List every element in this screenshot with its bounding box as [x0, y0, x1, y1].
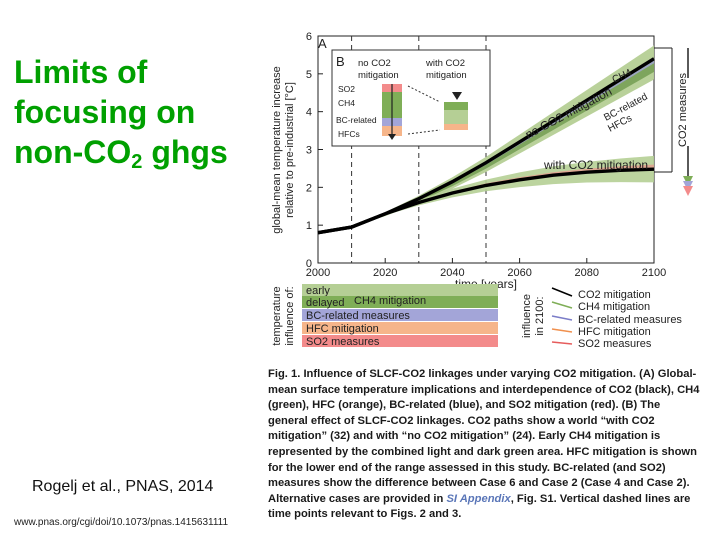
legend-right-so2: SO2 measures: [578, 338, 652, 350]
y-tick-label: 2: [306, 182, 312, 194]
x-tick-label: 2100: [642, 267, 666, 279]
citation: Rogelj et al., PNAS, 2014: [32, 478, 214, 495]
y-tick-label: 6: [306, 31, 312, 43]
panel-b-label: B: [336, 54, 345, 69]
legend-text-so2: SO2 measures: [306, 336, 380, 348]
y-tick-label: 4: [306, 107, 312, 119]
legend-right-co2: CO2 mitigation: [578, 289, 651, 301]
y-tick-label: 1: [306, 220, 312, 232]
legend-text-hfc: HFC mitigation: [306, 323, 379, 335]
legend-swatch-delayed: [302, 296, 498, 308]
slide-title-subscript: 2: [131, 151, 143, 173]
slide-title: Limits of focusing on non-CO2 ghgs: [14, 52, 259, 182]
right-axis-label: CO2 measures: [677, 73, 689, 147]
y-tick-label: 3: [306, 145, 312, 157]
legend-left: temperature influence of: early delayed …: [271, 284, 498, 348]
inset-so2: SO2: [338, 84, 355, 94]
x-tick-label: 2080: [575, 267, 599, 279]
x-tick-label: 2020: [373, 267, 397, 279]
x-tick-label: 2060: [507, 267, 531, 279]
inset-col2-line2: mitigation: [426, 70, 467, 81]
inset-small-bar-early: [444, 110, 468, 124]
inset-hfcs: HFCs: [338, 129, 360, 139]
legend-text-delayed: delayed: [306, 297, 345, 309]
legend-swatch-bc: [302, 309, 498, 321]
doi-url: www.pnas.org/cgi/doi/10.1073/pnas.141563…: [14, 517, 229, 528]
x-tick-label: 2000: [306, 267, 330, 279]
series-line-with-co2-mitigation: [317, 167, 655, 235]
legend-left-ylabel-line1: temperature: [271, 286, 283, 345]
y-axis-label-line1: global-mean temperature increase: [271, 66, 283, 234]
y-ticks: 0 1 2 3 4 5 6: [306, 31, 323, 270]
legend-right-ylabel-line2: in 2100:: [534, 296, 546, 335]
legend-swatch-early: [302, 284, 498, 296]
legend-text-bc: BC-related measures: [306, 310, 410, 322]
caption-text-end: , Fig. S1. Vertical dashed lines are tim…: [268, 492, 691, 521]
figure-panels: A 0 1 2 3 4 5 6 2000 2020 2040 2060 2080 2100 no CO…: [271, 31, 693, 350]
inset-small-bar-ch4: [444, 102, 468, 110]
legend-text-ch4-mitigation: CH4 mitigation: [354, 295, 426, 307]
inset-col2-line1: with CO2: [425, 58, 465, 69]
panel-a-label: A: [318, 36, 327, 51]
legend-right: influence in 2100: CO2 mitigation CH4 mi…: [521, 287, 682, 350]
y-tick-label: 0: [306, 258, 312, 270]
label-with-co2-mitigation: with CO2 mitigation: [543, 158, 648, 172]
right-arrow-stack: [683, 48, 693, 196]
x-tick-label: 2040: [440, 267, 464, 279]
figure-caption: Fig. 1. Influence of SLCF-CO2 linkages u…: [268, 367, 700, 523]
slide-title-end: ghgs: [142, 134, 228, 170]
caption-fig-label: Fig. 1.: [268, 368, 301, 380]
inset-small-bar-hfc: [444, 124, 468, 130]
inset-b: B no CO2 mitigation with CO2 mitigation …: [331, 49, 491, 147]
slide-title-main: Limits of focusing on non-CO: [14, 54, 196, 170]
legend-left-ylabel-line2: influence of:: [284, 286, 296, 345]
inset-col1-line2: mitigation: [358, 70, 399, 81]
inset-col1-line1: no CO2: [358, 58, 391, 69]
legend-right-ylabel-line1: influence: [521, 294, 533, 338]
y-axis-label-line2: relative to pre-industrial [°C]: [284, 82, 296, 218]
legend-text-early: early: [306, 285, 330, 297]
legend-right-hfc: HFC mitigation: [578, 326, 651, 338]
caption-text: Influence of SLCF-CO2 linkages under var…: [268, 368, 700, 505]
legend-swatch-hfc: [302, 322, 498, 334]
caption-si-appendix-link[interactable]: SI Appendix: [446, 492, 511, 505]
legend-right-bc: BC-related measures: [578, 314, 682, 326]
inset-bc: BC-related: [336, 115, 377, 125]
legend-right-ch4: CH4 mitigation: [578, 301, 650, 313]
y-tick-label: 5: [306, 69, 312, 81]
inset-ch4: CH4: [338, 98, 355, 108]
x-ticks: 2000 2020 2040 2060 2080 2100: [306, 258, 666, 279]
legend-swatch-so2: [302, 335, 498, 347]
